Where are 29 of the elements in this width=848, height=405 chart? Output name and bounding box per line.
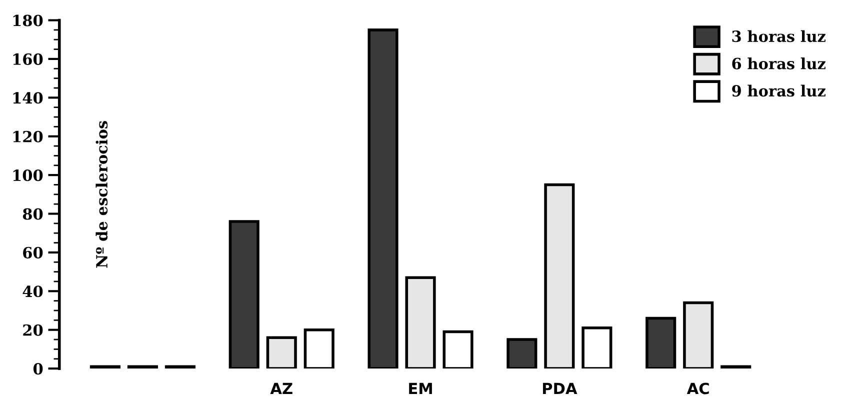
y-tick-label: 140 (13, 92, 43, 104)
y-tick-label: 0 (33, 363, 43, 375)
bar (442, 330, 474, 369)
bar (506, 338, 538, 369)
x-tick-label: AZ (270, 382, 292, 394)
x-tick-label: AC (686, 382, 709, 394)
bar (683, 301, 714, 369)
legend-label: 3 horas luz (732, 30, 826, 42)
legend-label: 6 horas luz (732, 58, 826, 70)
y-tick-label: 160 (13, 53, 43, 65)
x-tick-label: PDA (542, 382, 578, 394)
y-tick-label: 20 (23, 324, 43, 336)
bar (544, 183, 575, 369)
bar (582, 326, 612, 369)
y-tick-label: 80 (22, 208, 43, 220)
y-tick-label: 180 (13, 14, 43, 26)
bar (304, 328, 334, 369)
legend-label: 9 horas luz (732, 84, 826, 97)
y-tick-label: 120 (13, 130, 43, 142)
bar (266, 336, 297, 369)
bar (646, 316, 676, 369)
x-tick-label: EM (409, 382, 432, 394)
bar (228, 220, 260, 369)
bar (405, 276, 436, 369)
y-axis-title: Nº de esclerocios (96, 121, 108, 268)
y-tick-label: 40 (22, 286, 43, 298)
y-tick-label: 60 (23, 246, 43, 258)
y-tick-label: 100 (13, 170, 43, 182)
bar (368, 28, 398, 369)
